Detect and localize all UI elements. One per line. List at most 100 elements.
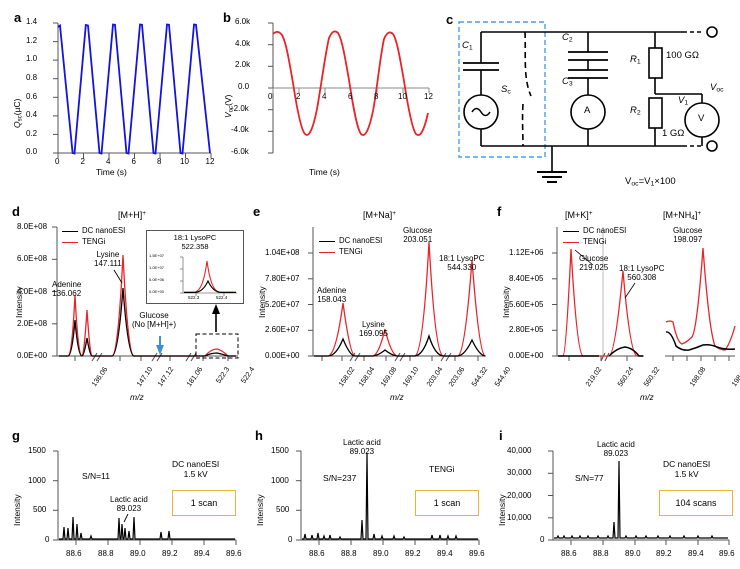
panel-i-xtick-5: 89.6 <box>719 549 735 558</box>
panel-g-ytick-0: 1500 <box>28 446 46 455</box>
panel-e-ytick-1: 7.80E+07 <box>265 273 300 283</box>
panel-d-inset: 18:1 LysoPC 522.358 1.5E+07 1.0E+07 5.0E+… <box>146 230 244 304</box>
panel-h-annotation-lactic: Lactic acid 89.023 <box>343 438 381 457</box>
panel-f-ytick-0: 1.12E+06 <box>509 248 544 257</box>
panel-i-xtick-2: 89.0 <box>625 549 641 558</box>
panel-b-xtick-3: 6 <box>348 92 353 101</box>
panel-e-annotation-adenine: Adenine 158.043 <box>317 286 347 305</box>
panel-i-xtick-0: 88.6 <box>561 549 577 558</box>
panel-g-xtick-1: 88.8 <box>98 549 114 558</box>
panel-e-legend-line-0 <box>319 241 335 242</box>
panel-e-plot <box>308 227 486 362</box>
panel-d-legend-line-0 <box>62 231 78 232</box>
panel-a-ytick-5: 1.0 <box>26 54 38 63</box>
panel-a-ytick-6: 1.2 <box>26 35 38 45</box>
voc-label: Voc <box>710 82 724 94</box>
capacitor-c1-label: C1 <box>462 40 473 52</box>
panel-f-legend-line-0 <box>563 231 579 232</box>
panel-d-inset-ytick-0: 1.5E+07 <box>149 253 165 258</box>
panel-d-ytick-0: 8.0E+08 <box>17 222 48 231</box>
panel-b-xtick-6: 12 <box>424 92 433 101</box>
panel-a-xtick-0: 0 <box>55 157 60 166</box>
panel-f-ytick-2: 5.60E+05 <box>509 299 544 309</box>
panel-f-annotation-lysopc: 18:1 LysoPC 560.308 <box>619 264 665 283</box>
panel-a-plot <box>53 22 212 158</box>
voltmeter-label: V <box>698 113 705 124</box>
panel-i-ytick-0: 40,000 <box>507 446 532 455</box>
panel-d-inset-ytick-2: 5.0E+06 <box>149 277 165 282</box>
panel-h-xtick-1: 88.8 <box>341 549 357 558</box>
panel-b-plot <box>268 22 430 154</box>
panel-g-ytick-1: 1000 <box>28 475 46 485</box>
panel-a-ytick-1: 0.2 <box>26 128 38 138</box>
panel-h: h Intensity 1500 1000 500 0 88.6 88.8 89… <box>243 418 491 569</box>
ammeter-label: A <box>584 105 591 116</box>
panel-g-ytick-2: 500 <box>33 505 47 515</box>
panel-i-plot <box>548 450 730 545</box>
panel-c-circuit <box>458 21 720 183</box>
panel-g-xtick-2: 89.0 <box>130 549 146 558</box>
panel-e-legend-label-0: DC nanoESI <box>339 236 383 245</box>
panel-i-scan-badge: 104 scans <box>659 490 733 516</box>
panel-e-xaxis-title: m/z <box>390 392 404 402</box>
panel-i-ytick-1: 30,000 <box>507 468 532 478</box>
panel-a-xtick-1: 2 <box>80 157 85 166</box>
panel-f-annotation-glucose-nh4: Glucose 198.097 <box>673 226 703 245</box>
panel-a-xtick-4: 8 <box>157 157 162 166</box>
panel-a-ytick-7: 1.4 <box>26 17 38 26</box>
panel-e-annotation-glucose: Glucose 203.051 <box>403 226 433 245</box>
panel-d-ytick-1: 6.0E+08 <box>17 254 48 264</box>
panel-a-ytick-3: 0.6 <box>26 91 38 101</box>
panel-a-ytick-0: 0.0 <box>26 147 38 156</box>
panel-a-xlabel: Time (s) <box>96 167 127 177</box>
panel-h-plot <box>296 450 480 545</box>
panel-d: d [M+H]+ Intensity <box>0 198 256 398</box>
panel-h-ytick-2: 500 <box>276 505 290 515</box>
panel-h-xtick-3: 89.2 <box>405 549 421 558</box>
panel-b-ytick-3: 0.0 <box>238 82 250 91</box>
panel-e-legend-line-1 <box>319 252 335 253</box>
panel-d-inset-xtick-1: 522.4 <box>216 295 228 300</box>
panel-h-xtick-4: 89.4 <box>437 549 453 558</box>
panel-f-legend-line-1 <box>563 242 579 243</box>
panel-f-legend-label-1: TENGi <box>583 237 607 246</box>
panel-a-xtick-5: 10 <box>180 157 189 166</box>
panel-h-sn-label: S/N=237 <box>323 473 357 483</box>
panel-b-xtick-4: 8 <box>374 92 379 101</box>
panel-b-label: b <box>223 10 231 25</box>
panel-g: g Intensity 1500 1000 500 0 88.6 88.8 89… <box>0 418 248 569</box>
panel-g-xtick-3: 89.2 <box>162 549 178 558</box>
panel-d-inset-annotation: 18:1 LysoPC 522.358 <box>173 233 217 251</box>
panel-g-method-label: DC nanoESI 1.5 kV <box>172 459 220 479</box>
panel-d-inset-plot <box>180 256 237 296</box>
panel-h-ytick-3: 0 <box>288 535 293 544</box>
panel-h-ytick-0: 1500 <box>271 446 289 455</box>
panel-a: a Qsc(µC) Time (s) 0 <box>0 0 245 190</box>
panel-f: f [M+K]+ [M+NH4]+ Intensity <box>487 198 740 398</box>
capacitor-c3-label: C3 <box>562 76 573 88</box>
panel-i-ytick-3: 10,000 <box>507 512 532 522</box>
panel-g-label: g <box>12 428 20 443</box>
panel-b-ytick-2: 2.0k <box>235 60 251 70</box>
panel-a-ytick-4: 0.8 <box>26 72 38 82</box>
panel-b-ytick-5: -4.0k <box>231 125 249 135</box>
panel-f-legend-label-0: DC nanoESI <box>583 226 627 235</box>
panel-h-scan-badge: 1 scan <box>415 490 479 516</box>
resistor-r2-label: R2 <box>630 105 641 117</box>
panel-e-ytick-2: 5.20E+07 <box>265 299 300 309</box>
panel-f-ytick-3: 2.80E+05 <box>509 325 544 335</box>
panel-d-inset-ytick-3: 0.0E+00 <box>149 289 165 294</box>
panel-g-plot <box>53 450 237 545</box>
panel-i-xtick-3: 89.2 <box>656 549 672 558</box>
panel-i-sn-label: S/N=77 <box>575 473 604 483</box>
panel-i-ytick-4: 0 <box>540 535 545 544</box>
panel-b: b Voc(V) Time (s) 6.0k 4.0k 2.0k 0.0 -2 <box>213 0 453 190</box>
panel-a-ytick-2: 0.4 <box>26 110 38 119</box>
panel-h-xtick-2: 89.0 <box>373 549 389 558</box>
panel-d-inset-xtick-0: 522.3 <box>188 295 200 300</box>
panel-b-ytick-0: 6.0k <box>235 17 251 26</box>
panel-h-method-label: TENGi <box>429 464 455 474</box>
panel-b-xtick-5: 10 <box>398 92 407 101</box>
panel-b-ytick-4: -2.0k <box>231 103 249 113</box>
panel-d-plot <box>52 226 239 362</box>
